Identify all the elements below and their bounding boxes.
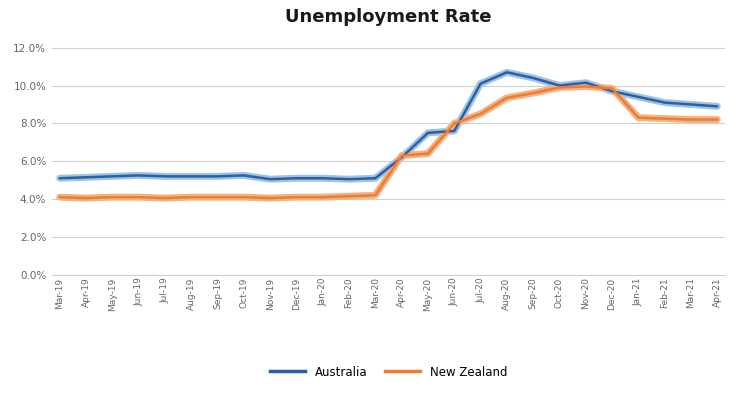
Legend: Australia, New Zealand: Australia, New Zealand (265, 361, 512, 383)
Title: Unemployment Rate: Unemployment Rate (285, 8, 492, 27)
